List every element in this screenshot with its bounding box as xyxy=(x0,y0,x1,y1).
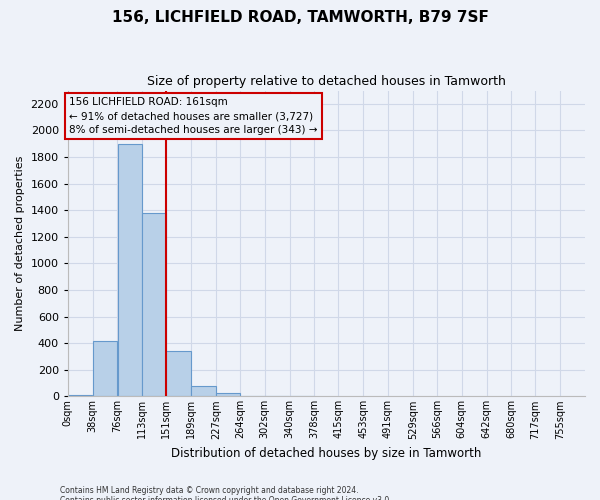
Bar xyxy=(68,395,92,396)
Title: Size of property relative to detached houses in Tamworth: Size of property relative to detached ho… xyxy=(147,75,506,88)
Bar xyxy=(216,394,241,396)
X-axis label: Distribution of detached houses by size in Tamworth: Distribution of detached houses by size … xyxy=(171,447,482,460)
Bar xyxy=(166,351,191,397)
Bar xyxy=(142,213,166,396)
Text: Contains HM Land Registry data © Crown copyright and database right 2024.: Contains HM Land Registry data © Crown c… xyxy=(60,486,359,495)
Text: 156, LICHFIELD ROAD, TAMWORTH, B79 7SF: 156, LICHFIELD ROAD, TAMWORTH, B79 7SF xyxy=(112,10,488,25)
Y-axis label: Number of detached properties: Number of detached properties xyxy=(15,156,25,331)
Bar xyxy=(93,340,117,396)
Bar xyxy=(118,144,142,396)
Text: Contains public sector information licensed under the Open Government Licence v3: Contains public sector information licen… xyxy=(60,496,392,500)
Text: 156 LICHFIELD ROAD: 161sqm
← 91% of detached houses are smaller (3,727)
8% of se: 156 LICHFIELD ROAD: 161sqm ← 91% of deta… xyxy=(69,97,317,135)
Bar xyxy=(191,386,216,396)
